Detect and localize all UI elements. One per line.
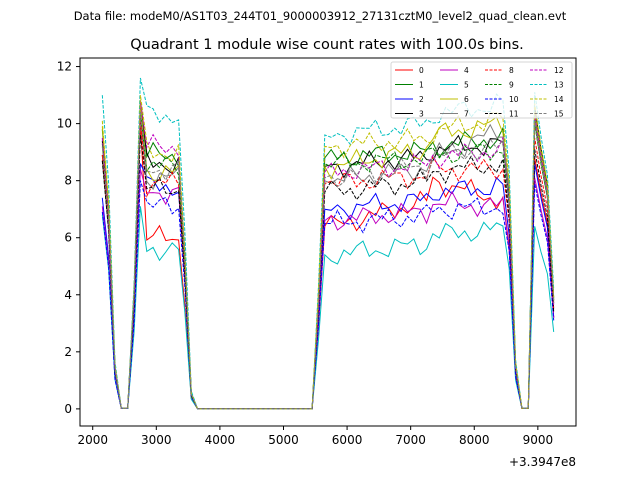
legend-label-15: 15 (554, 110, 564, 119)
legend-label-13: 13 (554, 81, 564, 90)
legend-label-7: 7 (464, 110, 469, 119)
y-tick-label: 8 (64, 174, 72, 188)
series-line-11 (101, 134, 555, 410)
series-line-6 (101, 103, 555, 410)
series-line-2 (101, 163, 555, 410)
legend-label-12: 12 (554, 66, 564, 75)
chart-title: Quadrant 1 module wise count rates with … (130, 37, 524, 53)
x-tick-label: 6000 (332, 433, 363, 447)
series-line-10 (101, 180, 555, 410)
legend-label-8: 8 (509, 66, 514, 75)
x-axis: 2000 3000 4000 5000 6000 7000 8000 9000 (77, 426, 553, 447)
x-tick-label: 5000 (268, 433, 299, 447)
x-tick-label: 4000 (205, 433, 236, 447)
legend-label-14: 14 (554, 95, 564, 104)
y-tick-label: 10 (57, 117, 72, 131)
legend-label-5: 5 (464, 81, 469, 90)
series-line-0 (101, 123, 555, 410)
y-tick-label: 6 (64, 231, 72, 245)
legend-label-9: 9 (509, 81, 514, 90)
x-axis-offset-label: +3.3947e8 (509, 455, 576, 469)
legend-label-2: 2 (419, 95, 424, 104)
series-line-1 (101, 100, 555, 410)
x-tick-label: 8000 (459, 433, 490, 447)
y-tick-label: 12 (57, 60, 72, 74)
legend-label-3: 3 (419, 110, 424, 119)
plot-frame (79, 57, 577, 427)
legend-label-11: 11 (509, 110, 519, 119)
series-line-5 (101, 206, 555, 410)
x-tick-label: 7000 (395, 433, 426, 447)
series-line-15 (101, 112, 555, 410)
x-tick-label: 2000 (77, 433, 108, 447)
y-tick-label: 2 (64, 345, 72, 359)
legend-box (390, 61, 573, 119)
legend-label-4: 4 (464, 66, 469, 75)
series-line-8 (101, 115, 555, 410)
y-axis: 0 2 4 6 8 10 12 (57, 60, 80, 416)
legend-label-1: 1 (419, 81, 424, 90)
series-line-12 (101, 100, 555, 410)
legend-label-10: 10 (509, 95, 519, 104)
series-line-9 (101, 112, 555, 410)
x-tick-label: 9000 (523, 433, 554, 447)
series-line-13 (101, 77, 555, 410)
legend-label-6: 6 (464, 95, 469, 104)
x-tick-label: 3000 (141, 433, 172, 447)
series-line-4 (101, 169, 555, 410)
legend-label-0: 0 (419, 66, 424, 75)
series-line-7 (101, 117, 555, 410)
figure-suptitle: Data file: modeM0/AS1T03_244T01_90000039… (74, 9, 567, 23)
y-tick-label: 4 (64, 288, 72, 302)
series-layer (101, 77, 555, 410)
y-tick-label: 0 (64, 402, 72, 416)
